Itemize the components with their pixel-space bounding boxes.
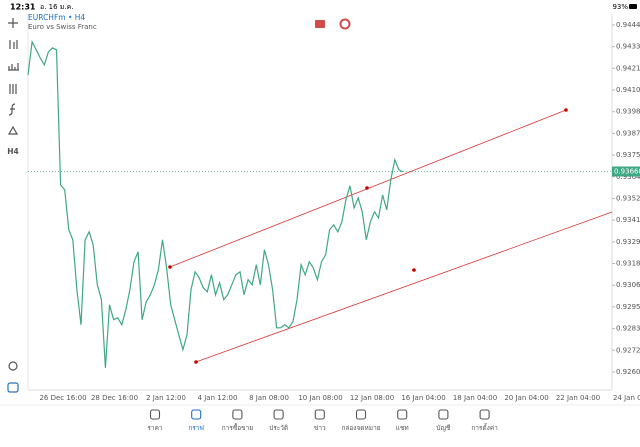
flag-icon [315, 20, 325, 28]
y-tick-label: 0.93065 [616, 281, 640, 289]
nav-icon[interactable] [397, 409, 408, 420]
nav-icon[interactable] [273, 409, 284, 420]
channel-lower [195, 211, 613, 363]
nav-label[interactable]: บัญชี [436, 424, 451, 432]
shapes-tool[interactable] [7, 125, 19, 135]
battery-icon [629, 4, 637, 9]
x-tick-label: 2 Jan 12:00 [146, 394, 186, 402]
nav-label[interactable]: แชท [396, 424, 409, 432]
x-tick-label: 4 Jan 12:00 [198, 394, 238, 402]
indicators-tool[interactable] [8, 63, 19, 71]
channel [169, 109, 613, 363]
y-tick-label: 0.93755 [616, 151, 640, 159]
nav-icon[interactable] [314, 409, 325, 420]
channel-anchors [168, 108, 568, 364]
nav-icon[interactable] [355, 409, 367, 420]
crosshair-tool[interactable] [8, 18, 18, 28]
anchor [194, 360, 198, 364]
search-tool[interactable] [8, 361, 18, 371]
nav-icon[interactable] [479, 409, 490, 420]
price-line [27, 39, 404, 368]
function-tool[interactable] [8, 103, 16, 116]
nav-label[interactable]: ข่าว [314, 424, 326, 432]
x-tick-label: 10 Jan 08:00 [298, 394, 342, 402]
x-tick-label: 12 Jan 08:00 [350, 394, 394, 402]
y-tick-label: 0.94445 [616, 21, 640, 29]
status-time: 12:31 [10, 3, 36, 12]
nav-icon[interactable] [438, 409, 449, 420]
x-tick-label: 22 Jan 04:00 [556, 394, 600, 402]
app-tool[interactable] [7, 382, 19, 393]
x-tick-label: 24 Jan 04 [613, 394, 640, 402]
nav-label[interactable]: กราฟ [188, 424, 204, 432]
x-tick-label: 26 Dec 16:00 [39, 394, 86, 402]
nav-icon[interactable] [191, 409, 202, 420]
x-tick-label: 16 Jan 04:00 [401, 394, 445, 402]
y-tick-label: 0.93525 [616, 194, 640, 202]
nav-icon[interactable] [232, 409, 243, 420]
x-tick-label: 28 Dec 16:00 [91, 394, 138, 402]
nav-label[interactable]: ราคา [147, 424, 162, 432]
status-battery: 93% [612, 3, 628, 11]
anchor [564, 108, 568, 112]
y-tick-label: 0.92605 [616, 368, 640, 376]
current-price-box [612, 166, 640, 177]
y-tick-label: 0.93985 [616, 108, 640, 116]
symbol: EURCHFm • H4 [28, 13, 85, 22]
anchor [412, 268, 416, 272]
nav-label[interactable]: ประวัติ [269, 424, 288, 432]
settings-tool[interactable] [9, 84, 17, 94]
y-tick-label: 0.92835 [616, 325, 640, 333]
anchor [365, 186, 369, 190]
current-price-label: 0.93668 [614, 167, 640, 175]
nav-icon[interactable] [149, 409, 161, 420]
x-tick-label: 20 Jan 04:00 [504, 394, 548, 402]
status-date: อ. 16 ม.ค. [40, 3, 74, 11]
nav-label[interactable]: การตั้งค่า [471, 423, 498, 432]
timeframe-button[interactable]: H4 [7, 147, 19, 156]
y-tick-label: 0.93295 [616, 238, 640, 246]
y-tick-label: 0.94215 [616, 64, 640, 72]
toolbar [7, 18, 19, 393]
x-tick-label: 18 Jan 04:00 [453, 394, 497, 402]
flag-icon [339, 18, 351, 30]
symbol-description: Euro vs Swiss Franc [28, 23, 97, 31]
anchor [168, 265, 172, 269]
x-tick-label: 8 Jan 08:00 [249, 394, 289, 402]
candles-tool[interactable] [9, 40, 18, 49]
nav-label[interactable]: กล่องจดหมาย [341, 424, 380, 432]
nav-label[interactable]: การซื้อขาย [222, 423, 253, 432]
